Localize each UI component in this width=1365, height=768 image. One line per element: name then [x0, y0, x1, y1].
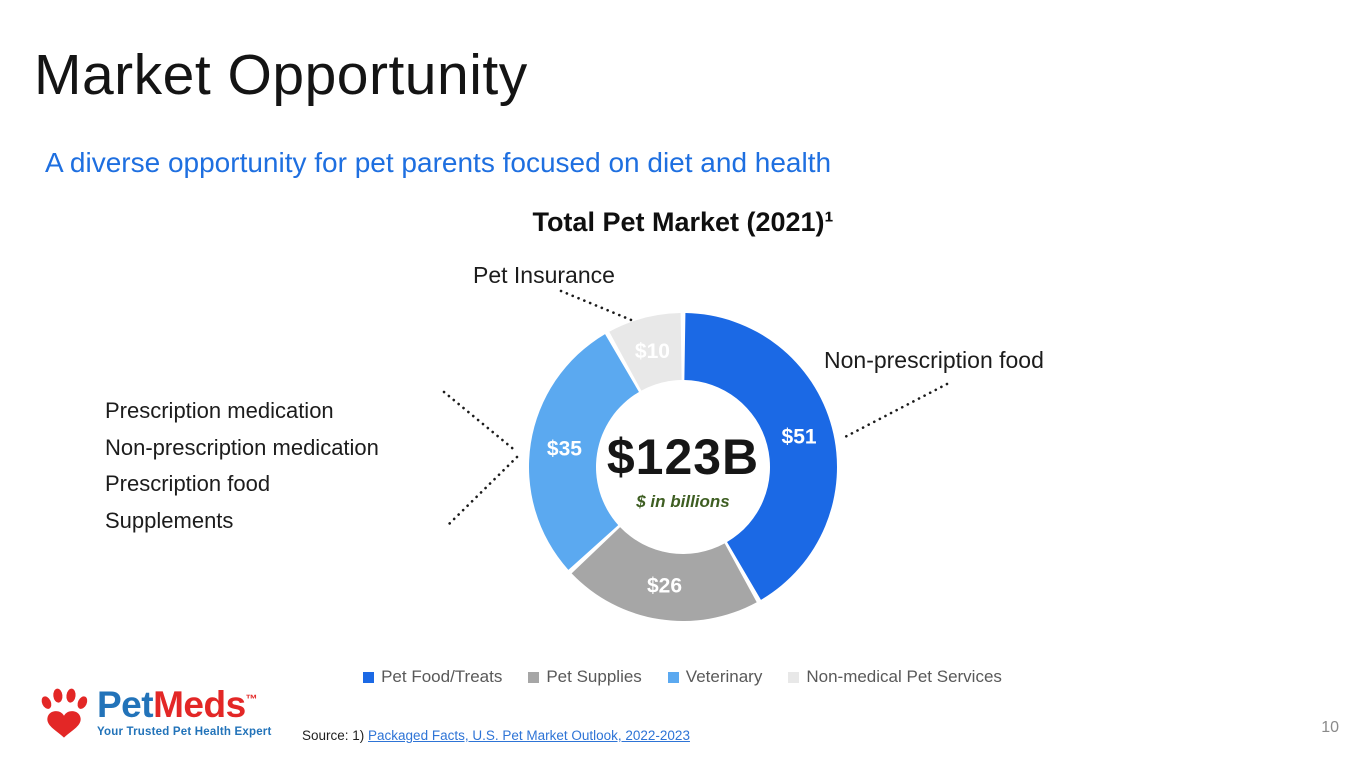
category-detail-item: Prescription food [105, 471, 271, 496]
legend-swatch [667, 671, 679, 683]
legend-item-pet-supplies: Pet Supplies [528, 667, 642, 687]
donut-segment-non-medical-pet-services [609, 313, 682, 391]
leader-non-prescription-food [841, 382, 949, 440]
legend-item-veterinary: Veterinary [667, 667, 763, 687]
total-value: $123B [606, 429, 760, 485]
legend-swatch [788, 671, 800, 683]
legend-label: Pet Supplies [546, 667, 642, 686]
page-number: 10 [1321, 719, 1339, 736]
donut-center-label: $123B $ in billions [553, 431, 813, 512]
source-note: Source: 1) Packaged Facts, U.S. Pet Mark… [302, 728, 690, 743]
logo-wordmark: PetMeds™ [97, 686, 272, 723]
donut-chart: $51 $26 $35 $10 [529, 313, 837, 621]
label-pet-insurance: Pet Insurance [473, 262, 615, 288]
donut-segment-pet-food-treats [684, 313, 837, 600]
chart-title: Total Pet Market (2021)¹ [532, 207, 834, 237]
segment-value-label: $51 [782, 425, 817, 448]
legend-swatch [528, 671, 540, 683]
legend-swatch [363, 671, 375, 683]
chart-legend: Pet Food/Treats Pet Supplies Veterinary Non… [0, 667, 1365, 687]
logo-text-block: PetMeds™ Your Trusted Pet Health Expert [97, 686, 272, 738]
legend-item-pet-food-treats: Pet Food/Treats [363, 667, 502, 687]
paw-icon [41, 688, 88, 738]
petmeds-logo: PetMeds™ Your Trusted Pet Health Expert [36, 686, 272, 742]
legend-label: Non-medical Pet Services [806, 667, 1002, 686]
units-note: $ in billions [636, 491, 730, 511]
page-subtitle: A diverse opportunity for pet parents fo… [45, 147, 832, 178]
donut-segment-veterinary [529, 334, 639, 570]
leader-chevron-top [442, 390, 519, 454]
segment-value-label: $10 [635, 340, 670, 363]
category-detail-list: Prescription medication Non-prescription… [105, 393, 379, 539]
logo-pet: Pet [97, 684, 154, 725]
legend-label: Pet Food/Treats [381, 667, 503, 686]
category-detail-item: Supplements [105, 507, 234, 533]
label-non-prescription-food: Non-prescription food [824, 347, 1044, 373]
logo-tagline: Your Trusted Pet Health Expert [97, 726, 272, 738]
leader-chevron-bottom [444, 455, 519, 529]
segment-value-label: $26 [647, 575, 682, 598]
source-prefix: Source: 1) [302, 728, 369, 743]
source-link[interactable]: Packaged Facts, U.S. Pet Market Outlook,… [368, 728, 690, 743]
trademark-symbol: ™ [245, 692, 258, 706]
legend-item-non-medical-pet-services: Non-medical Pet Services [788, 667, 1002, 687]
category-detail-item: Non-prescription medication [105, 434, 379, 460]
logo-meds: Meds [153, 684, 246, 725]
category-detail-item: Prescription medication [105, 398, 334, 423]
segment-value-label: $35 [547, 438, 582, 461]
donut-segment-pet-supplies [571, 527, 757, 621]
page-title: Market Opportunity [34, 43, 528, 107]
legend-label: Veterinary [685, 667, 763, 686]
